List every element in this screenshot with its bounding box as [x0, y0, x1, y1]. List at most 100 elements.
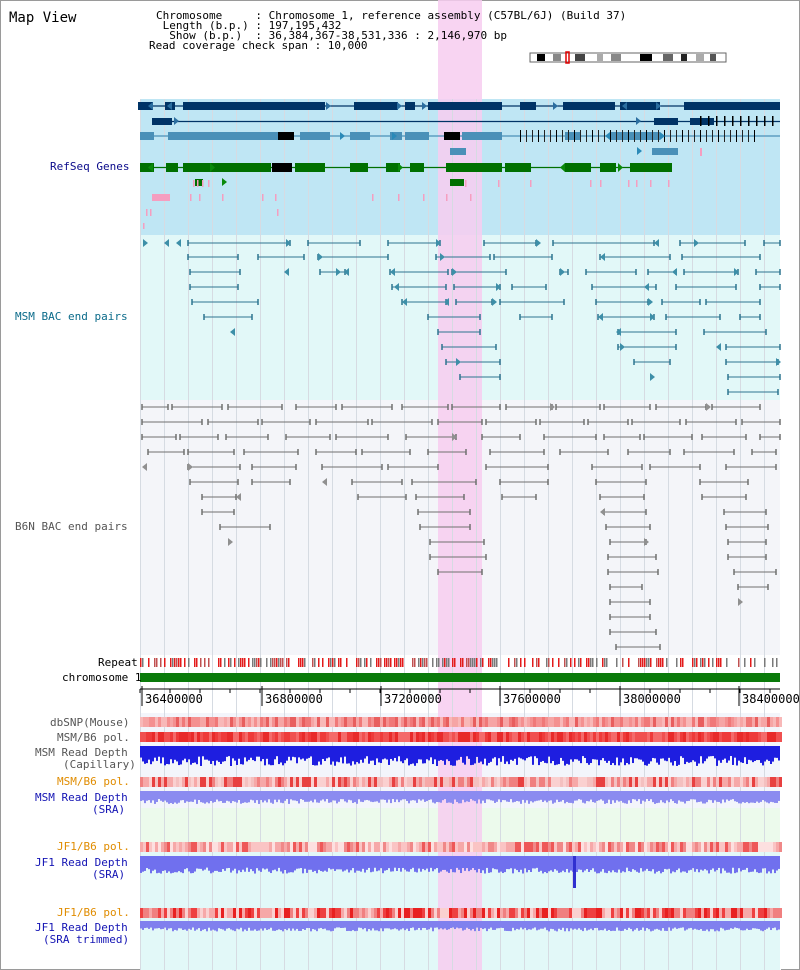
depth-bar — [322, 856, 324, 872]
depth-bar — [746, 746, 748, 765]
heat-cell — [401, 732, 404, 742]
depth-bar — [344, 791, 346, 802]
depth-bar — [718, 856, 720, 868]
depth-bar — [244, 856, 246, 872]
track-label-msm-b6-pol-2[interactable]: MSM/B6 pol. — [57, 775, 130, 788]
heat-cell — [758, 777, 761, 787]
heat-cell — [740, 777, 743, 787]
heat-cell — [230, 908, 233, 918]
depth-bar — [682, 856, 684, 872]
depth-bar — [490, 921, 492, 928]
depth-bar — [512, 746, 514, 761]
heat-cell — [188, 717, 191, 727]
track-label-repeat[interactable]: Repeat — [98, 656, 138, 669]
strand-arrow — [228, 538, 233, 546]
heat-cell — [209, 842, 212, 852]
depth-bar — [556, 856, 558, 871]
heat-cell — [185, 777, 188, 787]
heat-cell — [533, 842, 536, 852]
heat-cell — [428, 717, 431, 727]
heat-cell — [713, 908, 716, 918]
repeat-mark — [252, 658, 254, 667]
depth-bar — [514, 921, 516, 931]
depth-bar — [168, 856, 170, 872]
heat-cell — [224, 842, 227, 852]
track-label-b6n-bac[interactable]: B6N BAC end pairs — [15, 520, 128, 533]
depth-bar — [750, 856, 752, 872]
repeat-mark — [358, 658, 360, 667]
heat-cell — [536, 908, 539, 918]
depth-bar — [484, 791, 486, 803]
heat-cell — [368, 908, 371, 918]
repeat-mark — [378, 658, 380, 667]
heat-cell — [596, 732, 599, 742]
heat-cell — [746, 777, 749, 787]
depth-bar — [466, 791, 468, 802]
depth-bar — [502, 856, 504, 874]
heat-cell — [497, 777, 500, 787]
depth-bar — [452, 856, 454, 873]
heat-cell — [626, 732, 629, 742]
strand-arrow — [618, 163, 623, 172]
depth-bar — [166, 746, 168, 764]
depth-bar — [592, 856, 594, 869]
depth-bar — [322, 746, 324, 759]
repeat-mark — [196, 658, 198, 667]
track-label-msm-depth-sra[interactable]: MSM Read Depth — [35, 791, 128, 804]
heat-cell — [734, 717, 737, 727]
heat-cell — [563, 777, 566, 787]
depth-bar — [284, 921, 286, 930]
track-label-jf1-depth-trimmed[interactable]: JF1 Read Depth — [35, 921, 128, 934]
depth-bar — [320, 856, 322, 872]
heat-cell — [545, 717, 548, 727]
depth-bar — [480, 746, 482, 762]
depth-bar — [742, 856, 744, 870]
heat-cell — [203, 717, 206, 727]
heat-cell — [644, 717, 647, 727]
depth-bar — [172, 791, 174, 804]
heat-cell — [458, 842, 461, 852]
heat-cell — [731, 777, 734, 787]
depth-bar — [324, 746, 326, 762]
depth-bar — [564, 856, 566, 873]
repeat-mark — [496, 658, 498, 667]
repeat-mark — [708, 658, 710, 667]
repeat-mark — [666, 658, 668, 667]
heat-cell — [167, 908, 170, 918]
track-label-msm-depth-capillary[interactable]: MSM Read Depth — [35, 746, 128, 759]
depth-bar — [562, 791, 564, 801]
depth-bar — [344, 746, 346, 757]
depth-bar — [200, 856, 202, 869]
heat-cell — [215, 908, 218, 918]
depth-bar — [664, 856, 666, 869]
depth-bar — [692, 921, 694, 930]
heat-cell — [332, 842, 335, 852]
repeat-mark — [492, 658, 494, 667]
depth-bar — [566, 746, 568, 764]
gene-exon — [520, 102, 536, 110]
track-label-refseq-genes[interactable]: RefSeq Genes — [50, 160, 130, 173]
gene-exon — [140, 163, 154, 172]
heat-cell — [233, 777, 236, 787]
track-label-msm-b6-pol-1[interactable]: MSM/B6 pol. — [57, 731, 130, 744]
depth-bar — [570, 921, 572, 929]
track-label-msm-bac[interactable]: MSM BAC end pairs — [15, 310, 128, 323]
depth-bar — [178, 791, 180, 803]
depth-bar — [290, 791, 292, 800]
repeat-mark — [254, 658, 256, 667]
heat-cell — [740, 908, 743, 918]
heat-cell — [491, 908, 494, 918]
track-label-jf1-b6-pol-2[interactable]: JF1/B6 pol. — [57, 906, 130, 919]
track-label-jf1-depth[interactable]: JF1 Read Depth — [35, 856, 128, 869]
depth-bar — [502, 746, 504, 757]
depth-bar — [172, 856, 174, 873]
depth-bar — [250, 856, 252, 870]
depth-bar — [158, 746, 160, 757]
track-label-jf1-b6-pol-1[interactable]: JF1/B6 pol. — [57, 840, 130, 853]
depth-bar — [594, 921, 596, 929]
track-label-dbsnp[interactable]: dbSNP(Mouse) — [50, 716, 130, 729]
heat-cell — [764, 908, 767, 918]
depth-bar — [476, 856, 478, 873]
depth-bar — [522, 791, 524, 800]
